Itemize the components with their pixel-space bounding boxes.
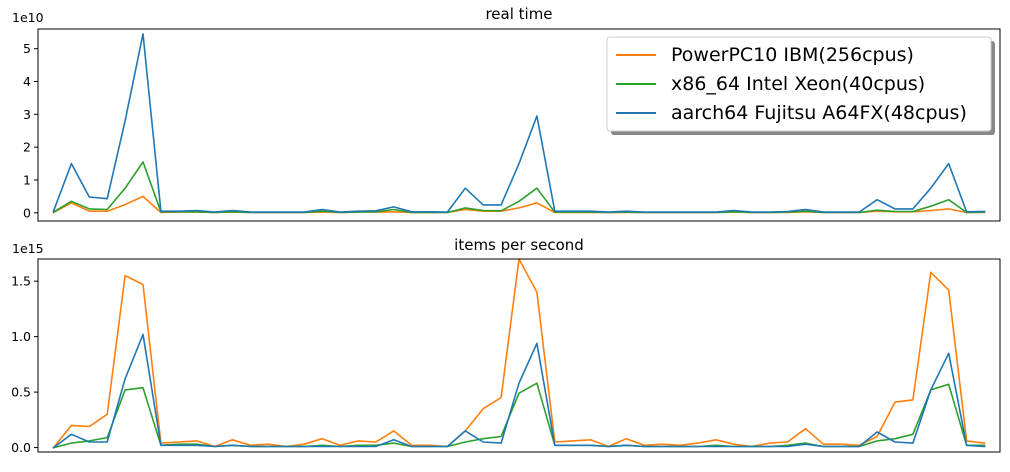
legend-label-aarch64: aarch64 Fujitsu A64FX(48cpus) — [671, 102, 967, 124]
legend: PowerPC10 IBM(256cpus) x86_64 Intel Xeon… — [606, 36, 995, 135]
real-time-series-lines — [52, 33, 986, 214]
real-time-y-tick-label: 1 — [23, 172, 31, 187]
real-time-y-tick-label: 2 — [23, 140, 31, 155]
items-per-second-y-tick-label: 1.5 — [11, 274, 31, 289]
real-time-series-x86 — [52, 161, 986, 214]
items-per-second-y-tick-label: 1.0 — [11, 329, 31, 344]
items-per-second-series-x86 — [52, 382, 986, 449]
items-per-second-series-aarch64 — [52, 333, 986, 449]
real-time-series-aarch64 — [52, 33, 986, 213]
real-time-y-tick-label: 0 — [23, 205, 31, 220]
legend-entry-powerpc: PowerPC10 IBM(256cpus) — [616, 44, 914, 66]
real-time-y-multiplier: 1e10 — [12, 10, 44, 25]
items-per-second-series-powerpc — [52, 258, 986, 449]
items-per-second-series-lines — [52, 258, 986, 449]
items-per-second-y-tick-label: 0.5 — [11, 385, 31, 400]
legend-entry-aarch64: aarch64 Fujitsu A64FX(48cpus) — [616, 102, 967, 124]
items-per-second-chart: items per second 1e15 0.0 0.5 1.0 1.5 — [11, 236, 1001, 455]
real-time-chart: real time 1e10 0 1 2 3 4 5 PowerPC10 IBM(256c… — [12, 5, 1001, 222]
items-per-second-title: items per second — [454, 236, 584, 254]
real-time-y-tick-label: 5 — [23, 41, 31, 56]
items-per-second-y-ticks: 0.0 0.5 1.0 1.5 — [11, 274, 38, 455]
real-time-axes-frame — [37, 28, 1001, 222]
items-per-second-y-multiplier: 1e15 — [12, 241, 44, 256]
legend-box — [606, 36, 992, 132]
real-time-y-tick-label: 3 — [23, 107, 31, 122]
real-time-y-tick-label: 4 — [23, 74, 31, 89]
items-per-second-axes-frame — [37, 258, 1001, 453]
real-time-title: real time — [485, 5, 552, 23]
legend-entry-x86: x86_64 Intel Xeon(40cpus) — [616, 73, 925, 95]
real-time-y-ticks: 0 1 2 3 4 5 — [23, 41, 38, 220]
legend-label-x86: x86_64 Intel Xeon(40cpus) — [671, 73, 925, 95]
items-per-second-y-tick-label: 0.0 — [11, 440, 31, 455]
legend-label-powerpc: PowerPC10 IBM(256cpus) — [671, 44, 914, 66]
